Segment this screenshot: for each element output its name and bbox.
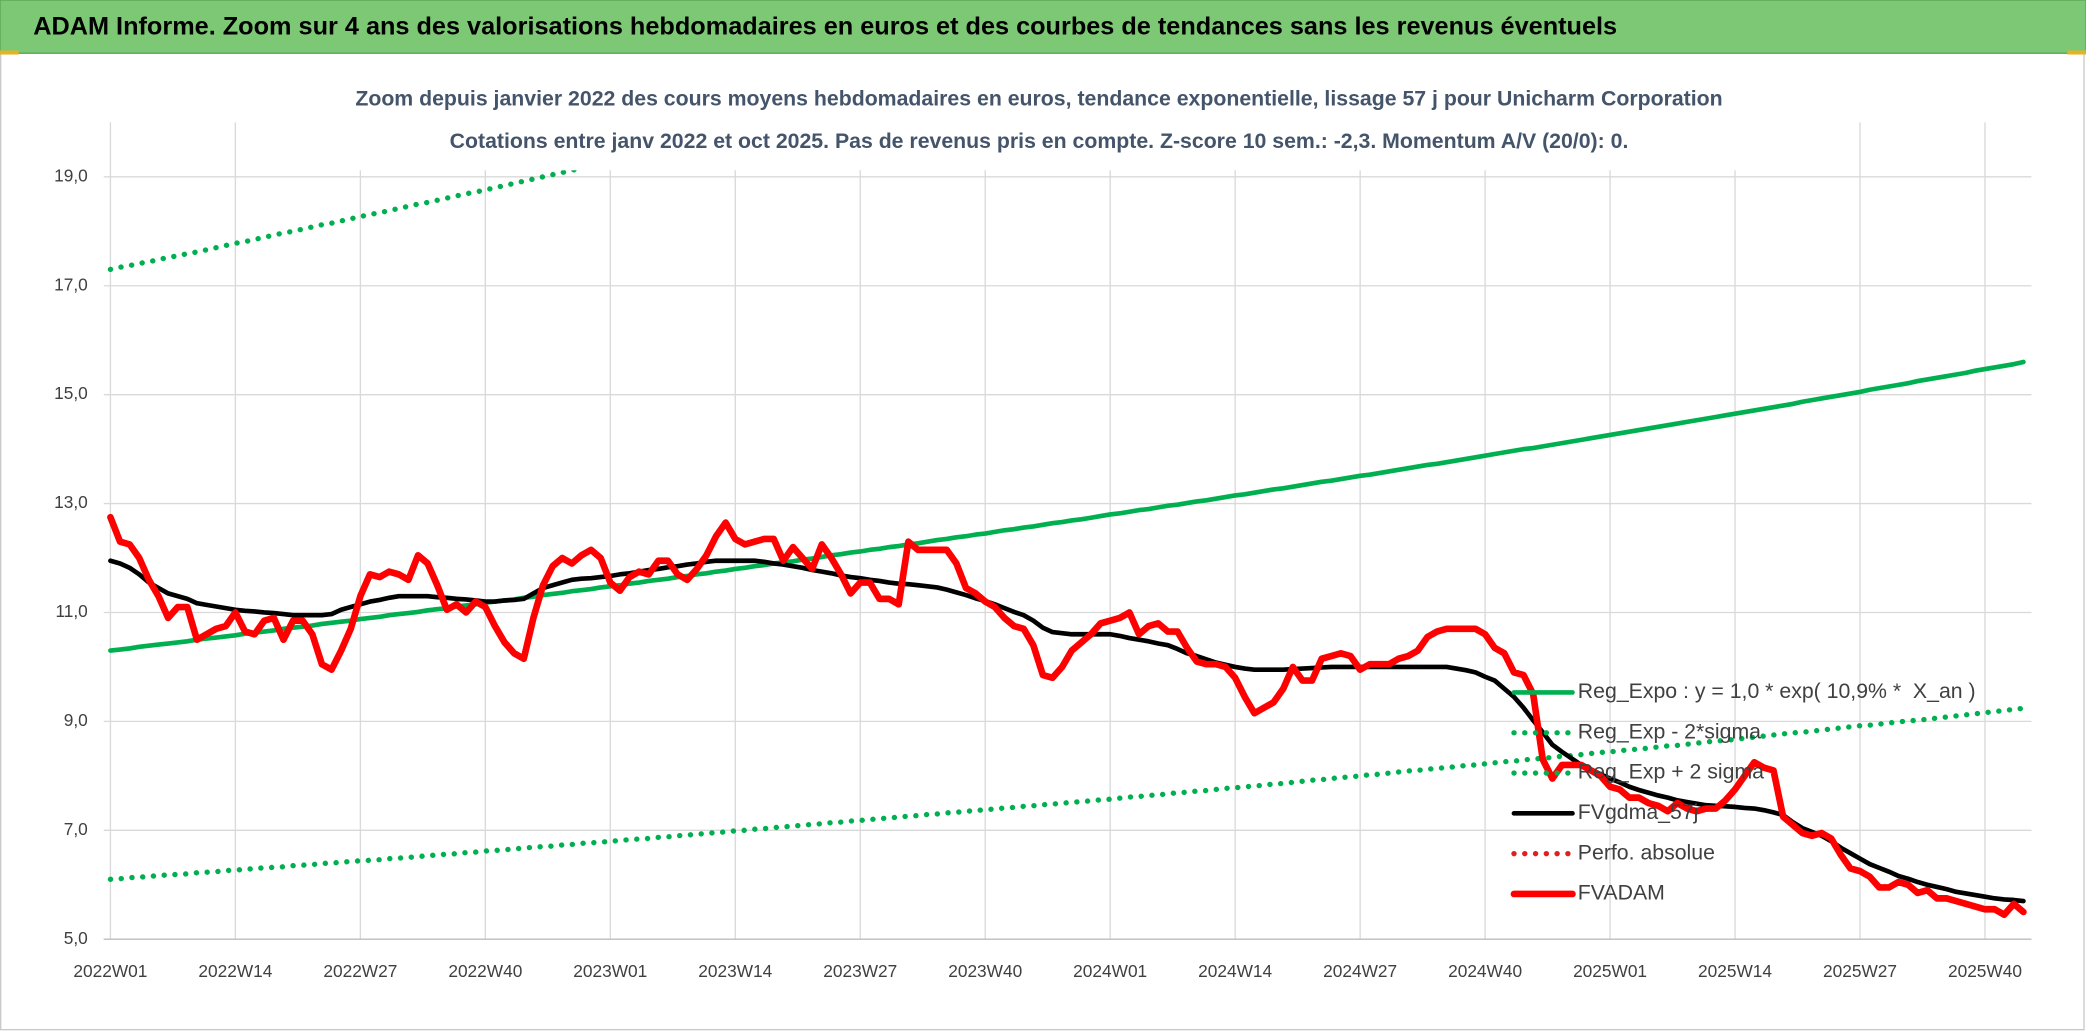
series-line [107,705,2027,882]
chart-title: Zoom depuis janvier 2022 des cours moyen… [355,86,1722,110]
grid: 5,0 7,0 9,0 11,0 13,0 15,0 17,0 19,0 2022W01 2022… [54,122,2032,981]
x-tick-label: 2023W14 [698,961,772,981]
legend-label: Perfo. absolue [1578,840,1715,864]
x-tick-label: 2024W40 [1448,961,1522,981]
x-tick-label: 2025W01 [1573,961,1647,981]
x-tick-label: 2022W27 [323,961,397,981]
header-accent [2067,50,2086,55]
y-tick-label: 17,0 [54,274,88,294]
chart-subtitle: Cotations entre janv 2022 et oct 2025. P… [450,129,1629,153]
chart-frame [0,52,2085,1031]
series-line [108,558,2026,904]
chart-titles: Zoom depuis janvier 2022 des cours moyen… [276,77,1802,171]
y-tick-label: 15,0 [54,383,88,403]
x-tick-label: 2022W40 [448,961,522,981]
header-accent [0,50,19,55]
legend-label: FVADAM [1578,881,1665,905]
y-tick-label: 19,0 [54,165,88,185]
x-tick-label: 2023W40 [948,961,1022,981]
series [107,122,2027,919]
x-tick-label: 2024W01 [1073,961,1147,981]
y-tick-label: 11,0 [55,601,87,621]
legend-label: Reg_Exp + 2 sigma [1578,760,1764,784]
y-tick-label: 13,0 [54,492,88,512]
series-line [107,122,791,273]
x-tick-label: 2025W40 [1948,961,2022,981]
y-tick-label: 7,0 [64,819,88,839]
y-tick-label: 9,0 [64,710,88,730]
y-tick-label: 5,0 [64,928,88,948]
x-tick-label: 2025W14 [1698,961,1772,981]
legend-label: Reg_Exp - 2*sigma [1578,719,1761,743]
x-tick-label: 2023W01 [573,961,647,981]
x-tick-label: 2023W27 [823,961,897,981]
legend-label: FVgdma_57j [1578,800,1699,824]
series-line [108,359,2026,653]
header-bar [0,0,2086,54]
legend-label: Reg_Expo : y = 1,0 * exp( 10,9% * X_an ) [1578,679,1976,703]
x-tick-label: 2022W01 [73,961,147,981]
x-tick-label: 2022W14 [198,961,272,981]
legend: Reg_Expo : y = 1,0 * exp( 10,9% * X_an )… [1510,679,1976,905]
title-box [276,77,1802,171]
x-tick-label: 2025W27 [1823,961,1897,981]
x-tick-label: 2024W27 [1323,961,1397,981]
x-tick-label: 2024W14 [1198,961,1272,981]
header-title: ADAM Informe. Zoom sur 4 ans des valoris… [33,13,1617,41]
series-line [107,513,2027,919]
